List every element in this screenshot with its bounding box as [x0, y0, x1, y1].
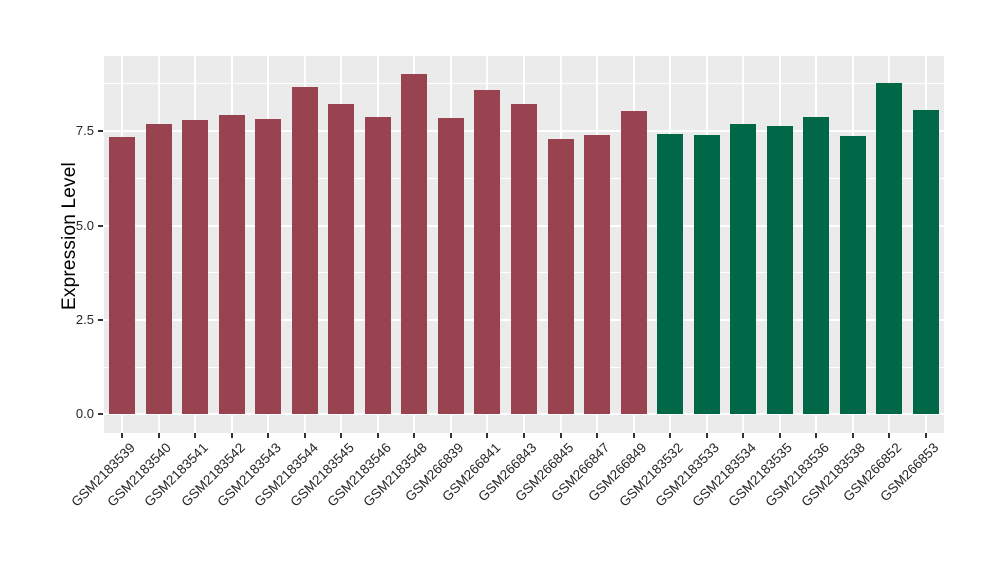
bar-GSM2183548: [401, 74, 428, 415]
x-tick-mark: [669, 433, 672, 438]
y-tick-mark: [98, 319, 103, 322]
x-tick-mark: [303, 433, 306, 438]
x-tick-mark: [705, 433, 708, 438]
bar-GSM266847: [584, 134, 611, 415]
bar-GSM2183538: [839, 135, 866, 415]
bar-GSM2183534: [730, 123, 757, 415]
bar-GSM2183533: [693, 134, 720, 415]
x-tick-mark: [121, 433, 124, 438]
x-tick-mark: [376, 433, 379, 438]
y-tick-label: 5.0: [75, 217, 94, 233]
bar-GSM2183535: [766, 126, 793, 415]
bar-GSM2183536: [803, 117, 830, 415]
x-tick-mark: [888, 433, 891, 438]
bar-GSM2183543: [255, 118, 282, 415]
y-axis-title: Expression Level: [59, 162, 80, 310]
bar-GSM2183542: [218, 115, 245, 415]
bar-GSM2183541: [182, 120, 209, 415]
y-tick-mark: [98, 413, 103, 416]
x-tick-mark: [449, 433, 452, 438]
bar-GSM266853: [912, 110, 939, 415]
y-tick-label: 0.0: [75, 406, 94, 422]
bar-GSM2183546: [364, 116, 391, 415]
x-tick-label: GSM2183543: [214, 440, 284, 510]
x-tick-mark: [486, 433, 489, 438]
bar-GSM266841: [474, 89, 501, 415]
x-tick-mark: [596, 433, 599, 438]
bar-GSM266852: [876, 82, 903, 415]
bar-GSM266843: [511, 104, 537, 415]
x-tick-mark: [559, 433, 562, 438]
bar-GSM2183545: [328, 103, 355, 415]
bar-GSM266845: [547, 139, 574, 415]
bar-GSM266839: [437, 118, 464, 415]
x-tick-mark: [340, 433, 343, 438]
x-tick-mark: [851, 433, 854, 438]
bar-GSM266849: [620, 111, 647, 415]
y-tick-mark: [98, 130, 103, 133]
x-tick-mark: [194, 433, 197, 438]
plot-panel: [104, 56, 944, 433]
bar-GSM2183539: [109, 136, 136, 415]
x-tick-mark: [413, 433, 416, 438]
bar-GSM2183540: [145, 123, 172, 415]
x-tick-mark: [742, 433, 745, 438]
x-tick-mark: [523, 433, 525, 438]
x-tick-mark: [815, 433, 818, 438]
x-tick-mark: [157, 433, 160, 438]
bar-GSM2183532: [657, 133, 684, 415]
x-tick-mark: [924, 433, 927, 438]
x-tick-mark: [778, 433, 781, 438]
x-tick-mark: [267, 433, 270, 438]
x-tick-mark: [632, 433, 635, 438]
y-tick-label: 7.5: [75, 123, 94, 139]
bar-GSM2183544: [291, 86, 318, 415]
x-tick-mark: [230, 433, 233, 438]
y-tick-mark: [98, 224, 103, 227]
y-tick-label: 2.5: [75, 312, 94, 328]
